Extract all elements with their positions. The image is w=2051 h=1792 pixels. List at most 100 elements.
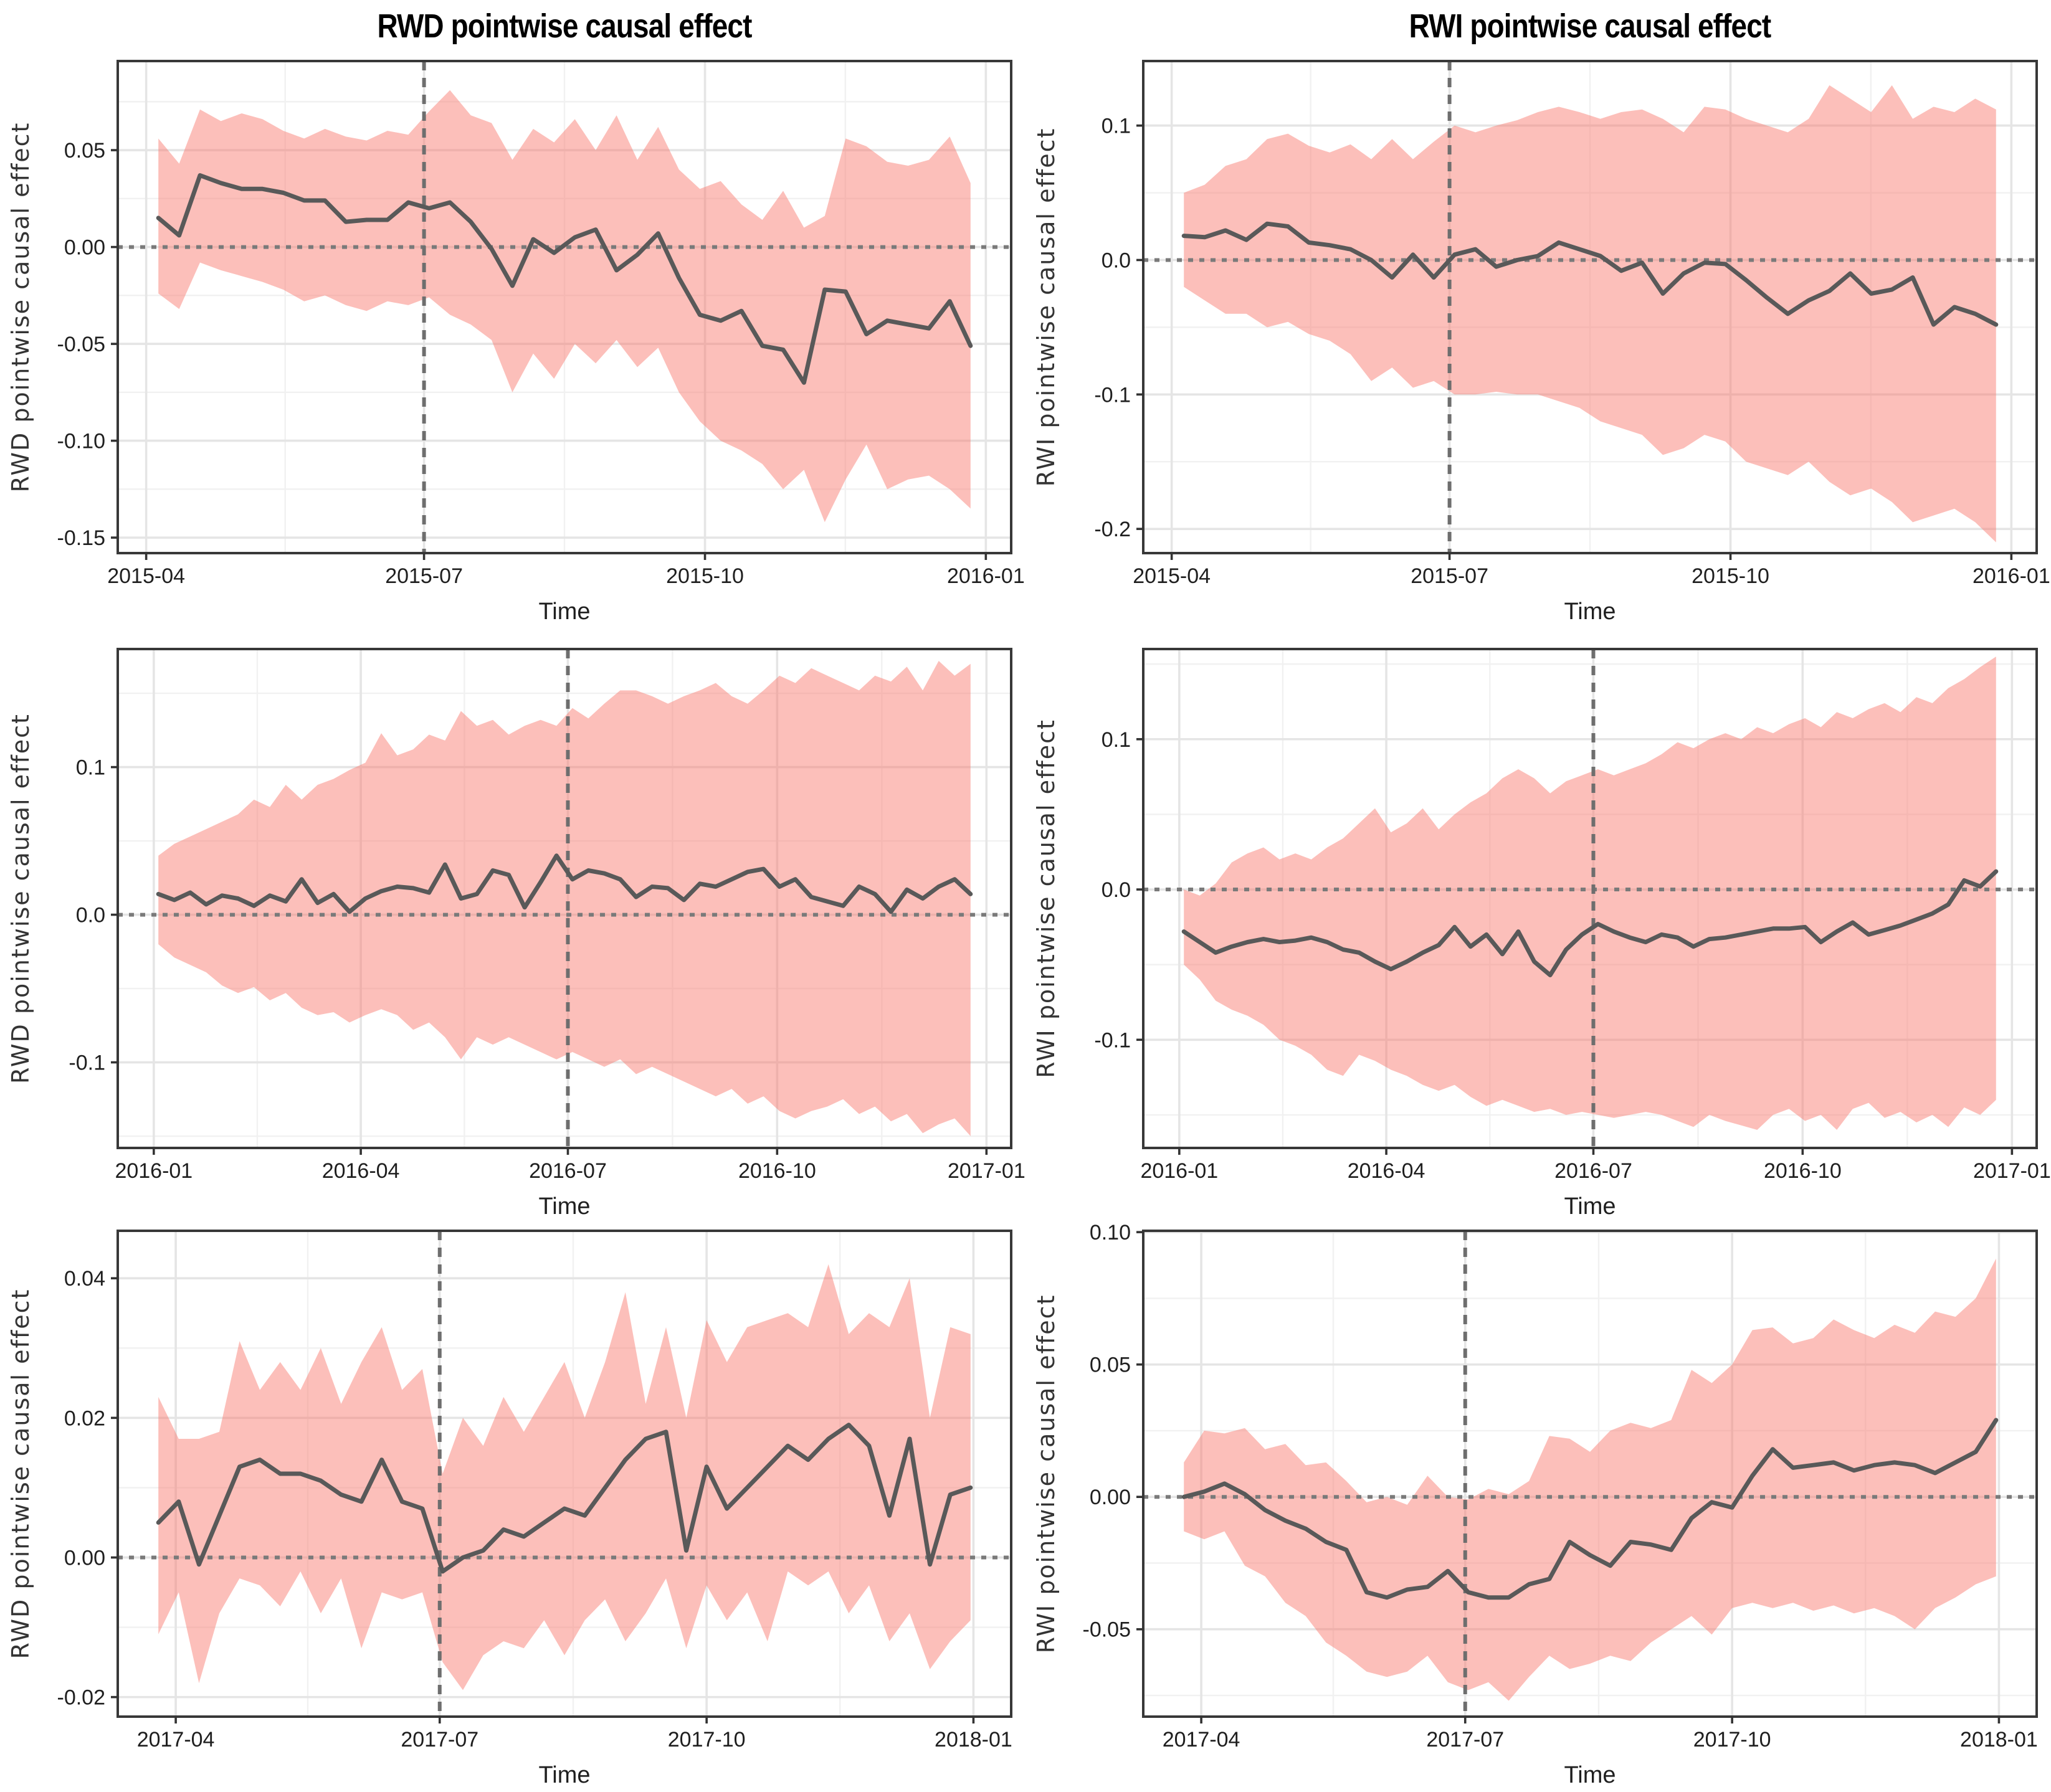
point-estimate-line [156, 853, 973, 914]
x-tick-label: 2017-01 [948, 1159, 1026, 1183]
y-tick-label: 0.0 [76, 904, 105, 927]
y-axis-title: RWI pointwise causal effect [1032, 128, 1060, 487]
y-tick-label: -0.10 [57, 430, 106, 453]
chart-rwd-2016: 2016-01 2016-04 2016-07 2016-10 2017-01 0.1 0.… [7, 648, 1026, 1220]
x-tick-label: 2016-07 [1554, 1159, 1632, 1183]
y-tick-label: 0.00 [1090, 1486, 1131, 1509]
y-tick-label: 0.1 [1102, 115, 1131, 138]
gridlines-minor [1143, 1231, 2037, 1717]
panel-border [117, 648, 1012, 1149]
x-axis-title: Time [538, 599, 590, 625]
panel-border [117, 60, 1012, 554]
panel-background [118, 1231, 1011, 1717]
panel-background [1143, 1231, 2037, 1717]
x-tick-label: 2015-10 [666, 564, 744, 588]
x-tick-label: 2016-04 [322, 1159, 400, 1183]
x-tick-label: 2016-01 [1972, 564, 2050, 588]
point-estimate-line [1181, 221, 1999, 327]
point-estimate-line [1181, 869, 1999, 977]
x-tick-label: 2017-01 [1973, 1159, 2051, 1183]
x-tick-label: 2018-01 [935, 1728, 1012, 1752]
y-tick-label: 0.10 [1090, 1221, 1131, 1244]
x-tick-label: 2015-07 [385, 564, 463, 588]
y-tick-label: -0.1 [1094, 1028, 1131, 1052]
x-tick-label: 2016-07 [529, 1159, 607, 1183]
x-tick-label: 2017-04 [1163, 1728, 1240, 1752]
x-axis-title: Time [538, 1193, 590, 1220]
x-tick-label: 2015-10 [1692, 564, 1769, 588]
axis-ticks: 2015-04 2015-07 2015-10 2016-01 0.05 0.00 -0.0… [57, 139, 1025, 588]
confidence-ribbon [158, 661, 971, 1136]
panel-border [1142, 60, 2038, 554]
y-tick-label: 0.0 [1102, 878, 1131, 902]
y-axis-title: RWD pointwise causal effect [7, 713, 34, 1084]
y-tick-label: 0.1 [76, 756, 105, 780]
y-axis-title: RWD pointwise causal effect [7, 122, 34, 493]
point-estimate-line [1181, 1418, 1999, 1600]
x-tick-label: 2017-07 [401, 1728, 478, 1752]
y-tick-label: 0.02 [64, 1406, 105, 1430]
gridlines-minor [1143, 649, 2037, 1148]
chart-rwd-2015: 2015-04 2015-07 2015-10 2016-01 0.05 0.00 -0.0… [7, 7, 1025, 625]
y-tick-label: -0.1 [1094, 383, 1131, 407]
x-axis-title: Time [1564, 1193, 1616, 1220]
chart-rwd-2017: 2017-04 2017-07 2017-10 2018-01 0.04 0.02 0.00… [7, 1230, 1012, 1788]
y-tick-label: -0.15 [57, 526, 106, 550]
axis-ticks: 2015-04 2015-07 2015-10 2016-01 0.1 0.0 -0.1 -0… [1094, 115, 2050, 588]
y-tick-label: 0.05 [1090, 1353, 1131, 1377]
chart-title: RWD pointwise causal effect [377, 7, 752, 45]
confidence-ribbon [158, 1264, 971, 1690]
x-tick-label: 2016-01 [115, 1159, 193, 1183]
axis-ticks: 2017-04 2017-07 2017-10 2018-01 0.10 0.05 0.00… [1083, 1221, 2038, 1752]
x-axis-title: Time [1564, 599, 1616, 625]
y-axis-title: RWI pointwise causal effect [1032, 719, 1060, 1078]
confidence-ribbon [1184, 1258, 1996, 1701]
panel-background [1143, 649, 2037, 1148]
chart-rwi-2017: 2017-04 2017-07 2017-10 2018-01 0.10 0.05 0.00… [1032, 1221, 2038, 1788]
axis-ticks: 2017-04 2017-07 2017-10 2018-01 0.04 0.02 0.00… [57, 1267, 1012, 1752]
y-tick-label: 0.05 [64, 139, 105, 163]
panel-border [1142, 1230, 2038, 1718]
x-tick-label: 2015-04 [107, 564, 185, 588]
x-tick-label: 2017-10 [1693, 1728, 1771, 1752]
chart-title: RWI pointwise causal effect [1409, 7, 1772, 45]
x-tick-label: 2017-04 [137, 1728, 215, 1752]
gridlines-minor [118, 61, 1011, 553]
x-tick-label: 2015-07 [1411, 564, 1488, 588]
y-tick-label: -0.05 [1083, 1618, 1131, 1642]
gridlines-minor [118, 1231, 1011, 1717]
chart-rwi-2016: 2016-01 2016-04 2016-07 2016-10 2017-01 0.1 0.… [1032, 648, 2051, 1220]
panel-border [1142, 648, 2038, 1149]
axis-ticks: 2016-01 2016-04 2016-07 2016-10 2017-01 0.1 0.… [1094, 728, 2050, 1183]
x-tick-label: 2016-01 [947, 564, 1025, 588]
y-axis-title: RWD pointwise causal effect [7, 1289, 34, 1659]
x-tick-label: 2016-10 [738, 1159, 816, 1183]
x-tick-label: 2017-07 [1426, 1728, 1504, 1752]
y-tick-label: -0.05 [57, 333, 106, 356]
x-tick-label: 2016-10 [1764, 1159, 1842, 1183]
y-tick-label: -0.1 [69, 1051, 105, 1075]
x-tick-label: 2017-10 [668, 1728, 746, 1752]
confidence-ribbon [158, 90, 971, 523]
x-tick-label: 2016-04 [1348, 1159, 1425, 1183]
x-tick-label: 2016-01 [1140, 1159, 1218, 1183]
y-tick-label: 0.04 [64, 1267, 105, 1291]
axis-ticks: 2016-01 2016-04 2016-07 2016-10 2017-01 0.1 0.… [69, 756, 1025, 1183]
x-axis-title: Time [1564, 1762, 1616, 1788]
point-estimate-line [156, 173, 973, 385]
y-tick-label: -0.02 [57, 1686, 106, 1710]
confidence-ribbon [1184, 657, 1996, 1130]
chart-rwi-2015: 2015-04 2015-07 2015-10 2016-01 0.1 0.0 -0.1 -0… [1032, 7, 2050, 625]
x-tick-label: 2015-04 [1133, 564, 1211, 588]
x-tick-label: 2018-01 [1960, 1728, 2038, 1752]
gridlines-minor [1143, 61, 2037, 553]
panel-border [117, 1230, 1012, 1718]
y-tick-label: 0.00 [64, 1546, 105, 1570]
y-tick-label: 0.1 [1102, 728, 1131, 752]
confidence-ribbon [1184, 85, 1996, 543]
y-tick-label: 0.0 [1102, 249, 1131, 272]
x-axis-title: Time [538, 1762, 590, 1788]
y-tick-label: 0.00 [64, 236, 105, 260]
